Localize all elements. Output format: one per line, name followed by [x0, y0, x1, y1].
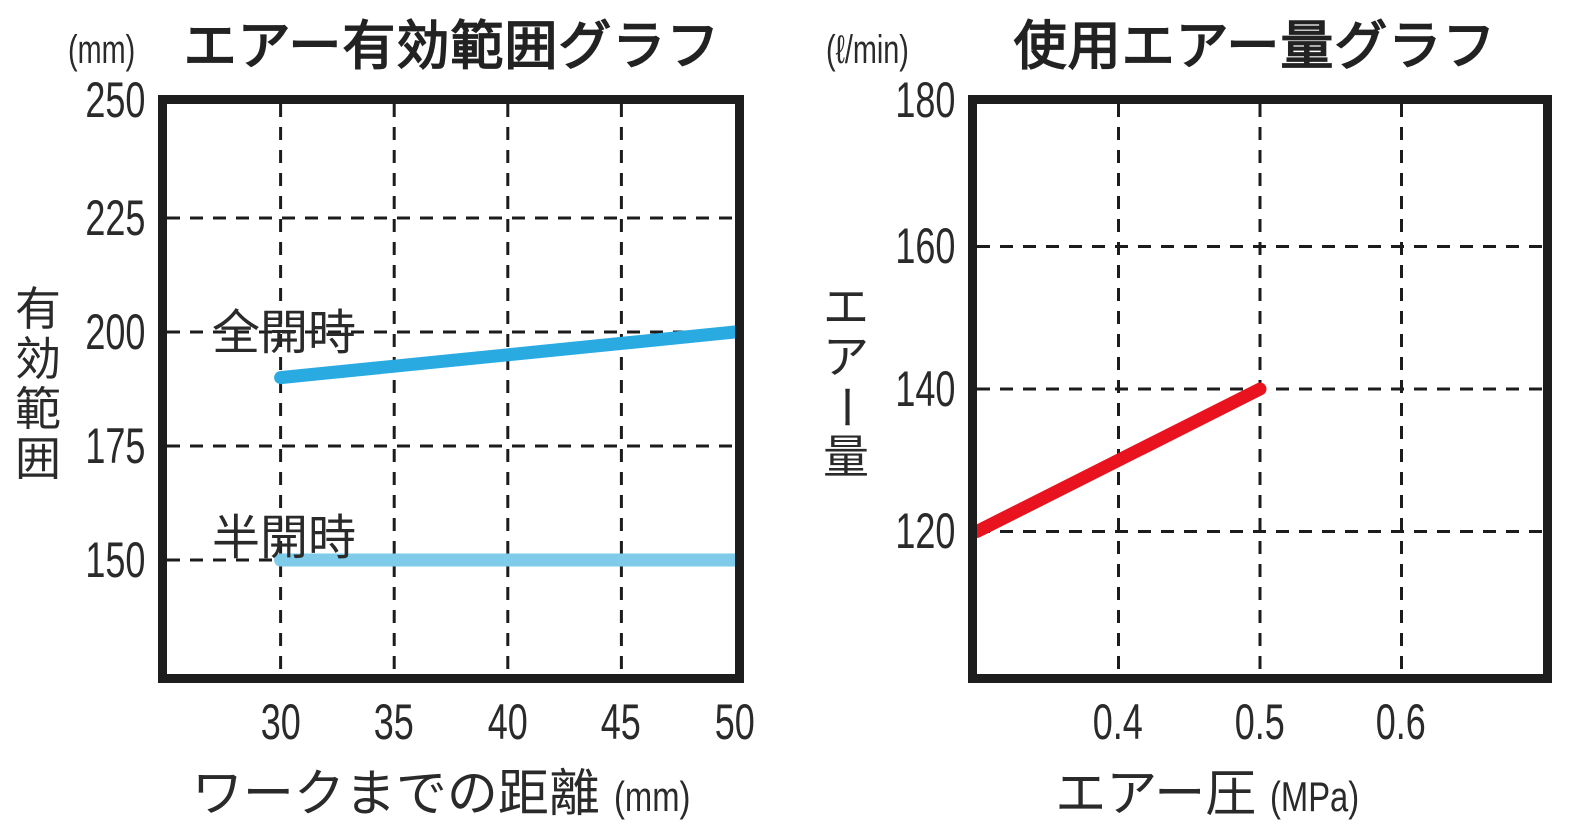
right-y-tick-180: 180: [894, 72, 955, 128]
right-y-axis-char: ア: [823, 331, 869, 383]
right-chart-title: 使用エアー量グラフ: [1013, 17, 1497, 76]
right-y-axis-char: エ: [823, 281, 869, 333]
air-consumption-plot: [977, 104, 1543, 674]
left-y-unit-label: (mm): [68, 28, 136, 72]
left-x-axis-title-text: ワークまでの距離: [191, 765, 600, 822]
left-y-tick-150: 150: [84, 532, 145, 588]
left-x-axis-unit: (mm): [614, 773, 691, 820]
left-chart-title: エアー有効範囲グラフ: [183, 17, 721, 76]
right-y-unit-label: (ℓ/min): [826, 28, 909, 72]
right-plot-area: [968, 95, 1552, 683]
full-open-series-label: 全開時: [212, 307, 357, 360]
left-y-tick-175: 175: [84, 418, 145, 474]
left-x-tick-35: 35: [373, 694, 415, 750]
right-y-axis-title: エ ア ー 量: [818, 282, 874, 482]
left-y-tick-250: 250: [84, 72, 145, 128]
left-y-axis-title: 有 効 範 囲: [10, 284, 66, 484]
right-x-tick-06: 0.6: [1375, 694, 1427, 750]
left-y-axis-char: 範: [15, 383, 61, 435]
left-y-axis-char: 効: [15, 333, 61, 385]
left-x-tick-30: 30: [260, 694, 302, 750]
left-x-tick-40: 40: [487, 694, 529, 750]
right-y-tick-160: 160: [894, 218, 955, 274]
left-y-axis-char: 囲: [15, 433, 61, 485]
right-x-axis-title-text: エアー圧: [1055, 765, 1257, 822]
right-x-axis-title: エアー圧 (MPa): [920, 752, 1520, 826]
left-x-axis-title: ワークまでの距離 (mm): [152, 752, 752, 826]
right-x-tick-04: 0.4: [1092, 694, 1144, 750]
right-x-axis-unit: (MPa): [1270, 773, 1360, 820]
left-x-tick-45: 45: [600, 694, 642, 750]
right-y-axis-char: 量: [823, 431, 869, 483]
effective-range-plot: [167, 104, 735, 674]
half-open-series-label: 半開時: [212, 512, 357, 565]
left-plot-area: [158, 95, 744, 683]
right-y-tick-120: 120: [894, 503, 955, 559]
left-y-axis-char: 有: [15, 283, 61, 335]
right-x-tick-05: 0.5: [1234, 694, 1286, 750]
left-x-tick-50: 50: [714, 694, 756, 750]
left-y-tick-200: 200: [84, 304, 145, 360]
left-y-tick-225: 225: [84, 190, 145, 246]
right-y-tick-140: 140: [894, 361, 955, 417]
